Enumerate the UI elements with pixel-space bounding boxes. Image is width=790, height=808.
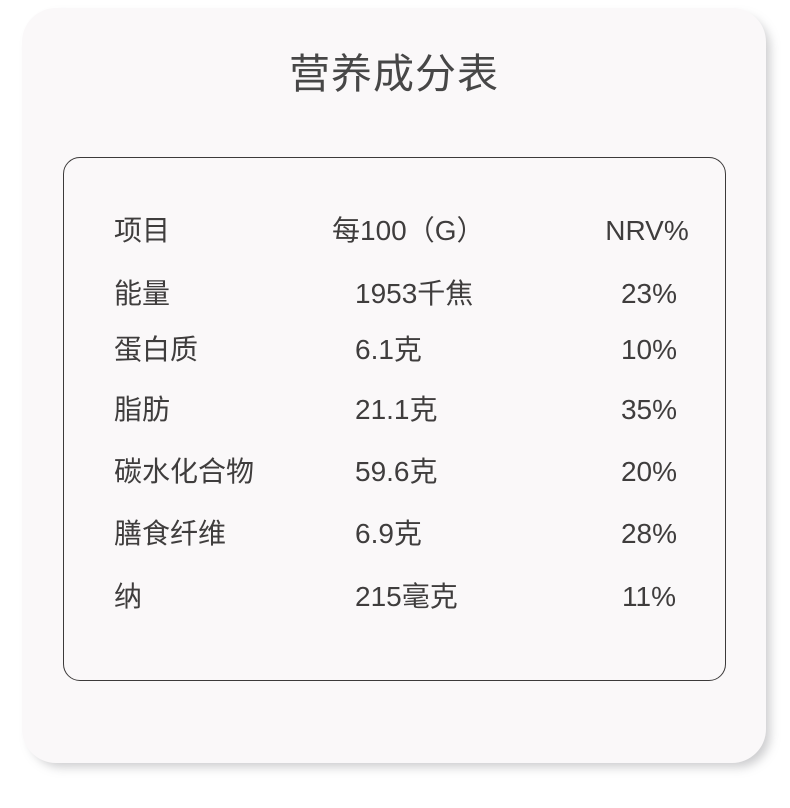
table-row: 能量 1953千焦 23%: [64, 274, 725, 314]
row-value-protein: 6.1克: [355, 334, 422, 365]
row-label-dietary-fiber: 膳食纤维: [114, 518, 227, 549]
table-row: 碳水化合物 59.6克 20%: [64, 452, 725, 492]
row-label-fat: 脂肪: [114, 394, 171, 425]
header-cell-item: 项目: [114, 215, 171, 246]
nutrition-table: 项目 每100（G） NRV% 能量 1953千焦 23% 蛋白质 6.1克 1…: [64, 158, 725, 680]
nutrition-table-box: 项目 每100（G） NRV% 能量 1953千焦 23% 蛋白质 6.1克 1…: [63, 157, 726, 681]
row-value-dietary-fiber: 6.9克: [355, 518, 422, 549]
table-row: 膳食纤维 6.9克 28%: [64, 514, 725, 554]
row-value-carbohydrate: 59.6克: [355, 456, 438, 487]
row-nrv-dietary-fiber: 28%: [620, 518, 678, 549]
row-label-protein: 蛋白质: [114, 334, 199, 365]
row-nrv-protein: 10%: [620, 334, 678, 365]
table-row: 蛋白质 6.1克 10%: [64, 330, 725, 370]
header-cell-nrv: NRV%: [605, 215, 689, 246]
row-nrv-fat: 35%: [620, 394, 678, 425]
row-nrv-energy: 23%: [620, 278, 678, 309]
row-value-fat: 21.1克: [355, 394, 438, 425]
table-row: 脂肪 21.1克 35%: [64, 390, 725, 430]
header-cell-value: 每100（G）: [332, 215, 485, 246]
row-value-energy: 1953千焦: [355, 278, 474, 309]
row-value-sodium: 215毫克: [355, 581, 458, 612]
table-row: 纳 215毫克 11%: [64, 577, 725, 617]
nutrition-card: 营养成分表 项目 每100（G） NRV% 能量 1953千焦 23% 蛋白质 …: [22, 8, 766, 763]
row-label-energy: 能量: [114, 278, 171, 309]
page-title: 营养成分表: [289, 51, 499, 97]
row-nrv-carbohydrate: 20%: [620, 456, 678, 487]
table-header-row: 项目 每100（G） NRV%: [64, 211, 725, 251]
row-nrv-sodium: 11%: [622, 581, 676, 612]
row-label-carbohydrate: 碳水化合物: [114, 456, 255, 487]
row-label-sodium: 纳: [114, 581, 143, 612]
